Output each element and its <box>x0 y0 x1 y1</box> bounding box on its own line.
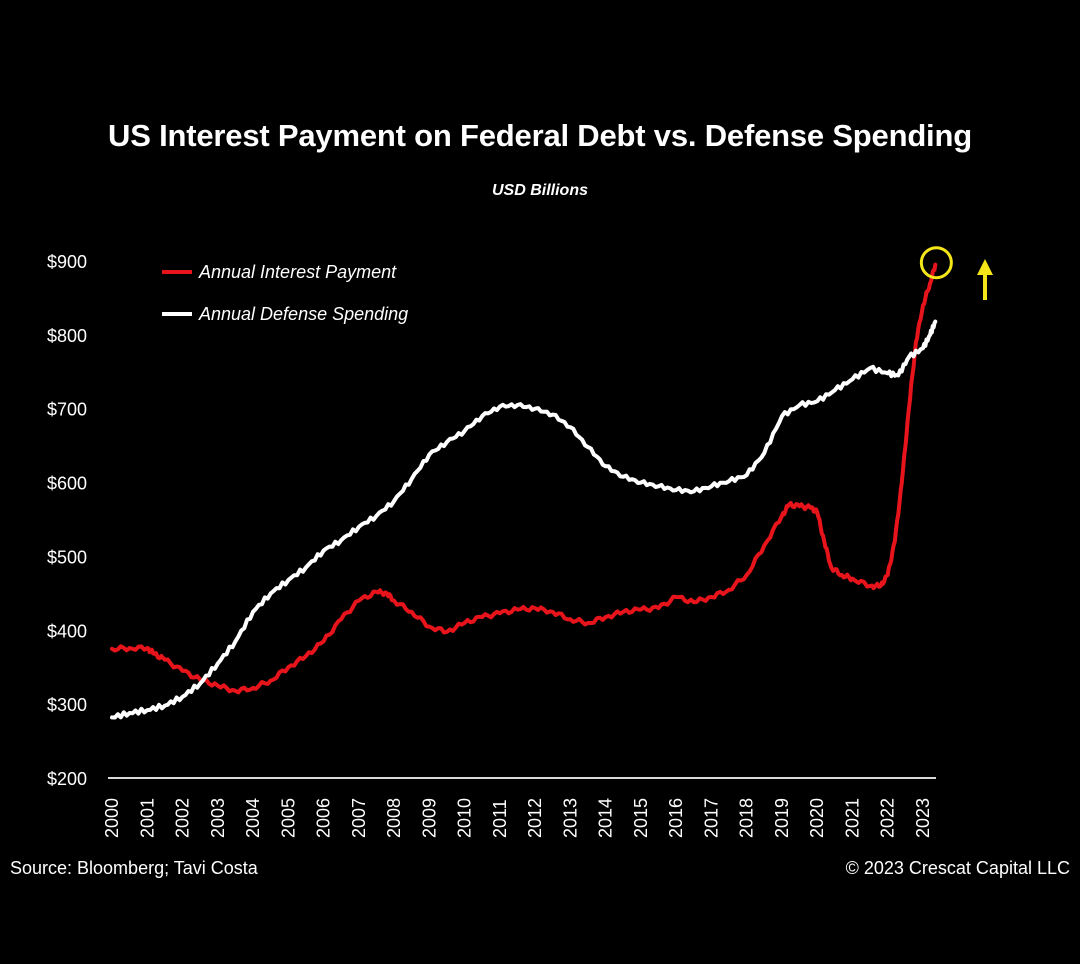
y-tick-label: $500 <box>47 547 87 567</box>
x-tick-label: 2002 <box>173 798 193 838</box>
series-line-defense-spending <box>110 319 938 720</box>
copyright-note: © 2023 Crescat Capital LLC <box>845 858 1070 878</box>
x-tick-label: 2018 <box>737 798 757 838</box>
y-axis: $200 $300 $400 $500 $600 $700 $800 $900 <box>47 252 87 789</box>
x-tick-label: 2007 <box>349 798 369 838</box>
chart-subtitle: USD Billions <box>491 182 588 199</box>
x-tick-label: 2020 <box>807 798 827 838</box>
y-tick-label: $700 <box>47 400 87 420</box>
legend-label: Annual Defense Spending <box>198 304 408 324</box>
x-tick-label: 2022 <box>878 798 898 838</box>
x-tick-label: 2012 <box>525 798 545 838</box>
x-tick-label: 2013 <box>560 798 580 838</box>
x-tick-label: 2001 <box>137 798 157 838</box>
highlight-circle <box>919 246 953 280</box>
x-tick-label: 2006 <box>314 798 334 838</box>
x-tick-label: 2004 <box>243 798 263 838</box>
x-axis: 2000 2001 2002 2003 2004 2005 2006 2007 2008 2009… <box>102 777 936 838</box>
y-tick-label: $200 <box>47 769 87 789</box>
x-tick-label: 2008 <box>384 798 404 838</box>
x-tick-label: 2005 <box>278 798 298 838</box>
x-tick-label: 2000 <box>102 798 122 838</box>
up-arrow-head-icon <box>977 259 993 275</box>
chart-legend: Annual Interest Payment Annual Defense Sp… <box>162 262 408 324</box>
x-tick-label: 2017 <box>701 798 721 838</box>
x-tick-label: 2015 <box>631 798 651 838</box>
y-tick-label: $300 <box>47 695 87 715</box>
y-tick-label: $400 <box>47 621 87 641</box>
x-tick-label: 2003 <box>208 798 228 838</box>
chart-title: US Interest Payment on Federal Debt vs. … <box>108 118 972 153</box>
y-tick-label: $800 <box>47 326 87 346</box>
x-tick-label: 2016 <box>666 798 686 838</box>
x-tick-label: 2010 <box>455 798 475 838</box>
x-tick-label: 2009 <box>419 798 439 838</box>
x-tick-label: 2011 <box>490 799 510 838</box>
legend-label: Annual Interest Payment <box>198 262 397 282</box>
y-tick-label: $900 <box>47 252 87 272</box>
x-tick-label: 2021 <box>842 798 862 838</box>
x-tick-label: 2014 <box>596 798 616 838</box>
annotations-layer <box>919 246 993 300</box>
series-line-interest-payment <box>110 262 938 695</box>
source-note: Source: Bloomberg; Tavi Costa <box>10 858 258 878</box>
x-tick-label: 2023 <box>913 798 933 838</box>
x-tick-label: 2019 <box>772 798 792 838</box>
y-tick-label: $600 <box>47 474 87 494</box>
series-layer <box>110 262 938 720</box>
